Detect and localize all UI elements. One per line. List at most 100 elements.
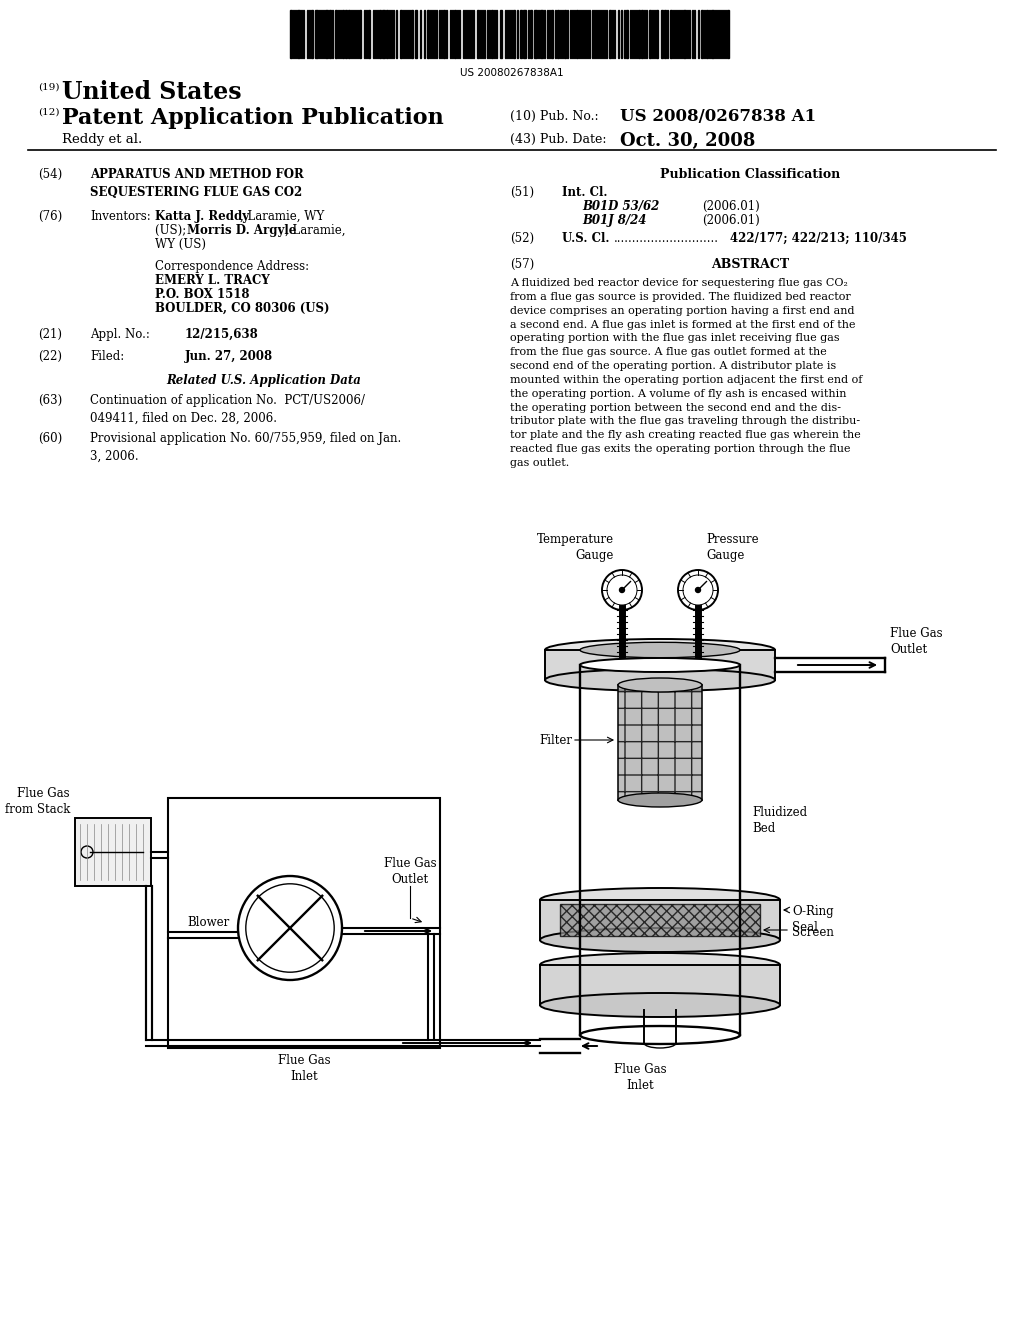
Bar (727, 11, 729, 58)
Text: Screen: Screen (792, 927, 834, 939)
Text: ABSTRACT: ABSTRACT (711, 257, 790, 271)
Text: Publication Classification: Publication Classification (659, 168, 840, 181)
Circle shape (695, 587, 700, 593)
Bar (400, 11, 402, 58)
Bar (656, 11, 658, 58)
Ellipse shape (545, 639, 775, 661)
Bar (520, 11, 522, 58)
Bar (168, 799, 440, 1048)
Text: Flue Gas
Inlet: Flue Gas Inlet (613, 1063, 667, 1092)
Bar (359, 11, 361, 58)
Text: (10) Pub. No.:: (10) Pub. No.: (510, 110, 599, 123)
Text: , Laramie, WY: , Laramie, WY (240, 210, 325, 223)
Bar (335, 11, 337, 58)
Ellipse shape (618, 793, 702, 807)
Ellipse shape (580, 657, 740, 672)
Bar (325, 11, 328, 58)
Bar (560, 904, 760, 936)
Ellipse shape (580, 643, 740, 657)
Text: (57): (57) (510, 257, 535, 271)
Ellipse shape (540, 888, 780, 912)
Bar (315, 11, 318, 58)
Bar (649, 11, 651, 58)
Text: Katta J. Reddy: Katta J. Reddy (155, 210, 249, 223)
Ellipse shape (540, 928, 780, 952)
Text: O-Ring
Seal: O-Ring Seal (792, 906, 834, 935)
Text: BOULDER, CO 80306 (US): BOULDER, CO 80306 (US) (155, 302, 330, 315)
Bar (311, 11, 313, 58)
Bar (670, 11, 672, 58)
Text: Provisional application No. 60/755,959, filed on Jan.
3, 2006.: Provisional application No. 60/755,959, … (90, 432, 401, 463)
Bar (545, 649, 775, 680)
Text: WY (US): WY (US) (155, 238, 206, 251)
Bar (454, 11, 456, 58)
Text: A fluidized bed reactor device for sequestering flue gas CO₂
from a flue gas sou: A fluidized bed reactor device for seque… (510, 279, 862, 467)
Bar (75, 818, 151, 886)
Text: Filed:: Filed: (90, 350, 124, 363)
Bar (382, 11, 385, 58)
Text: 12/215,638: 12/215,638 (185, 327, 259, 341)
Bar (523, 11, 526, 58)
Text: APPARATUS AND METHOD FOR
SEQUESTERING FLUE GAS CO2: APPARATUS AND METHOD FOR SEQUESTERING FL… (90, 168, 304, 199)
Bar (551, 11, 553, 58)
Circle shape (602, 570, 642, 610)
Bar (297, 11, 300, 58)
Ellipse shape (580, 1026, 740, 1044)
Bar (540, 965, 780, 1005)
Text: Related U.S. Application Data: Related U.S. Application Data (167, 374, 361, 387)
Text: (60): (60) (38, 432, 62, 445)
Bar (379, 11, 381, 58)
Ellipse shape (644, 1038, 676, 1048)
Bar (706, 11, 708, 58)
Text: Flue Gas
from Stack: Flue Gas from Stack (5, 787, 70, 816)
Text: Oct. 30, 2008: Oct. 30, 2008 (620, 132, 756, 150)
Text: B01J 8/24: B01J 8/24 (582, 214, 646, 227)
Text: (US);: (US); (155, 224, 190, 238)
Text: Correspondence Address:: Correspondence Address: (155, 260, 309, 273)
Text: Morris D. Argyle: Morris D. Argyle (187, 224, 296, 238)
Circle shape (678, 570, 718, 610)
Bar (368, 11, 370, 58)
Bar (701, 11, 703, 58)
Text: Temperature
Gauge: Temperature Gauge (537, 533, 614, 562)
Text: (2006.01): (2006.01) (702, 214, 760, 227)
Text: Continuation of application No.  PCT/US2006/
049411, filed on Dec. 28, 2006.: Continuation of application No. PCT/US20… (90, 393, 365, 425)
Bar (329, 11, 331, 58)
Text: B01D 53/62: B01D 53/62 (582, 201, 659, 213)
Text: (12): (12) (38, 108, 59, 117)
Bar (618, 685, 702, 800)
Bar (342, 11, 344, 58)
Bar (443, 11, 445, 58)
Text: , Laramie,: , Laramie, (285, 224, 345, 238)
Bar (348, 11, 350, 58)
Text: (54): (54) (38, 168, 62, 181)
Text: EMERY L. TRACY: EMERY L. TRACY (155, 275, 269, 286)
Bar (490, 11, 493, 58)
Ellipse shape (540, 993, 780, 1016)
Bar (609, 11, 611, 58)
Bar (664, 11, 666, 58)
Ellipse shape (545, 669, 775, 690)
Text: Jun. 27, 2008: Jun. 27, 2008 (185, 350, 273, 363)
Bar (500, 11, 502, 58)
Bar (564, 11, 566, 58)
Text: (21): (21) (38, 327, 62, 341)
Text: (63): (63) (38, 393, 62, 407)
Text: (76): (76) (38, 210, 62, 223)
Text: Flue Gas
Outlet: Flue Gas Outlet (384, 857, 436, 886)
Bar (626, 11, 628, 58)
Text: Blower: Blower (187, 916, 230, 929)
Bar (641, 11, 643, 58)
Text: 422/177; 422/213; 110/345: 422/177; 422/213; 110/345 (730, 232, 907, 246)
Text: (2006.01): (2006.01) (702, 201, 760, 213)
Text: US 2008/0267838 A1: US 2008/0267838 A1 (620, 108, 816, 125)
Text: Pressure
Gauge: Pressure Gauge (706, 533, 759, 562)
Text: Inventors:: Inventors: (90, 210, 151, 223)
Bar (411, 11, 413, 58)
Bar (427, 11, 429, 58)
Bar (513, 11, 515, 58)
Bar (575, 11, 578, 58)
Text: Reddy et al.: Reddy et al. (62, 133, 142, 147)
Bar (477, 11, 479, 58)
Text: U.S. Cl.: U.S. Cl. (562, 232, 609, 246)
